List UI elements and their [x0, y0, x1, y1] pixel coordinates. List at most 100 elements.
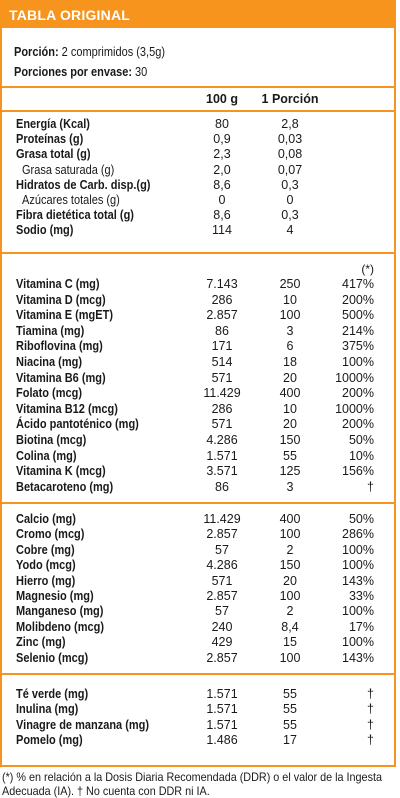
value-ddr-percent: 100%: [342, 355, 374, 369]
value-100g: 571: [211, 417, 233, 432]
value-portion: 20: [283, 417, 297, 432]
value-portion: 55: [283, 687, 297, 701]
table-row: Vitamina B12 (mcg) 286 10 1000%: [2, 402, 394, 417]
table-row: Grasa saturada (g) 2,0 0,07: [2, 163, 394, 178]
nutrient-name: Zinc (mg): [16, 635, 66, 650]
table-row: Folato (mcg) 11.429 400 200%: [2, 386, 394, 401]
nutrient-name: Vitamina D (mcg): [16, 292, 106, 307]
table-row: Magnesio (mg) 2.857 100 33%: [2, 589, 394, 604]
value-portion: 100: [279, 589, 301, 603]
table-row: Biotina (mcg) 4.286 150 50%: [2, 433, 394, 448]
value-portion: 3: [286, 323, 294, 338]
value-100g: 2.857: [206, 650, 238, 665]
value-portion: 400: [279, 386, 301, 401]
nutrient-name: Vitamina B12 (mcg): [16, 401, 118, 416]
value-ddr-percent: †: [367, 479, 374, 494]
header-100g: 100 g: [206, 92, 238, 106]
value-ddr-percent: †: [367, 702, 374, 717]
value-100g: 429: [211, 635, 233, 650]
nutrient-name: Grasa saturada (g): [22, 162, 115, 177]
value-ddr-percent: 143%: [342, 573, 374, 588]
nutrient-name: Calcio (mg): [16, 512, 76, 526]
table-row: Niacina (mg) 514 18 100%: [2, 355, 394, 370]
value-ddr-percent: 200%: [342, 417, 374, 432]
value-portion: 100: [279, 650, 301, 665]
value-portion: 2,8: [281, 117, 299, 131]
value-ddr-percent: 10%: [348, 448, 374, 463]
nutrient-name: Biotina (mcg): [16, 433, 87, 447]
value-ddr-percent: †: [367, 733, 374, 748]
value-100g: 0,9: [213, 132, 231, 147]
portion-row: Porción: 2 comprimidos (3,5g): [14, 45, 165, 60]
table-row: Vitamina K (mcg) 3.571 125 156%: [2, 464, 394, 479]
table-row: Proteínas (g) 0,9 0,03: [2, 132, 394, 147]
nutrient-name: Proteínas (g): [16, 132, 84, 147]
nutrient-name: Azúcares totales (g): [22, 193, 120, 207]
value-100g: 1.571: [206, 702, 238, 717]
value-ddr-percent: 143%: [342, 650, 374, 665]
value-100g: 57: [215, 604, 229, 619]
value-ddr-percent: 1000%: [335, 370, 374, 385]
table-row: Vitamina C (mg) 7.143 250 417%: [2, 277, 394, 292]
value-100g: 2.857: [206, 308, 238, 323]
footnote-line: Adecuada (IA). † No cuenta con DDR ni IA…: [2, 784, 210, 798]
nutrient-name: Vitamina K (mcg): [16, 464, 106, 479]
table-row: Manganeso (mg) 57 2 100%: [2, 604, 394, 619]
value-ddr-percent: 50%: [348, 433, 374, 447]
value-100g: 114: [212, 223, 232, 238]
table-row: Vitamina E (mgET) 2.857 100 500%: [2, 308, 394, 323]
nutrient-name: Hidratos de Carb. disp.(g): [16, 177, 151, 192]
nutrient-name: Cromo (mcg): [16, 527, 85, 542]
nutrient-name: Grasa total (g): [16, 147, 91, 162]
value-portion: 0,07: [277, 162, 303, 177]
value-portion: 20: [283, 573, 297, 588]
table-row: Cromo (mcg) 2.857 100 286%: [2, 527, 394, 542]
table-row: Calcio (mg) 11.429 400 50%: [2, 512, 394, 527]
value-portion: 2: [286, 604, 294, 619]
value-portion: 0: [286, 193, 294, 207]
value-100g: 286: [211, 401, 233, 416]
value-portion: 100: [279, 527, 301, 542]
value-portion: 0,3: [281, 177, 299, 192]
value-portion: 4: [286, 223, 294, 238]
value-portion: 100: [279, 308, 301, 323]
table-row: Vitamina D (mcg) 286 10 200%: [2, 293, 394, 308]
value-portion: 250: [279, 277, 301, 291]
value-portion: 150: [279, 558, 301, 573]
nutrient-name: Sodio (mg): [16, 223, 74, 238]
table-row: Hierro (mg) 571 20 143%: [2, 574, 394, 589]
divider: [2, 252, 394, 254]
table-row: Betacaroteno (mg) 86 3 †: [2, 480, 394, 495]
value-ddr-percent: 1000%: [335, 401, 374, 416]
nutrient-name: Energía (Kcal): [16, 117, 90, 131]
value-100g: 240: [211, 619, 233, 634]
value-100g: 2.857: [206, 527, 238, 542]
value-ddr-percent: 100%: [342, 635, 374, 650]
value-100g: 571: [211, 573, 233, 588]
nutrient-name: Riboflovina (mg): [16, 339, 103, 354]
nutrient-name: Magnesio (mg): [16, 589, 94, 603]
header-portion: 1 Porción: [261, 92, 319, 106]
value-100g: 2,0: [213, 162, 231, 177]
nutrient-name: Cobre (mg): [16, 542, 75, 557]
table-row: Vinagre de manzana (mg) 1.571 55 †: [2, 718, 394, 733]
value-portion: 10: [283, 401, 297, 416]
value-portion: 3: [286, 479, 294, 494]
value-100g: 7.143: [206, 277, 238, 291]
value-ddr-percent: 200%: [342, 386, 374, 401]
value-ddr-percent: 156%: [342, 464, 374, 479]
value-100g: 11.429: [203, 512, 241, 526]
value-ddr-percent: 100%: [342, 558, 374, 573]
portion-value: 2 comprimidos (3,5g): [61, 45, 166, 59]
header-ddr-percent: (*): [361, 262, 374, 276]
value-ddr-percent: 100%: [342, 604, 374, 619]
value-portion: 8,4: [281, 619, 299, 634]
value-ddr-percent: 33%: [348, 589, 374, 603]
portion-label: Porción:: [14, 45, 59, 59]
value-portion: 0,08: [277, 147, 303, 162]
value-portion: 55: [283, 717, 297, 732]
table-row: Selenio (mcg) 2.857 100 143%: [2, 651, 394, 666]
table-row: Té verde (mg) 1.571 55 †: [2, 687, 394, 702]
value-ddr-percent: †: [367, 717, 374, 732]
table-row: Tiamina (mg) 86 3 214%: [2, 324, 394, 339]
